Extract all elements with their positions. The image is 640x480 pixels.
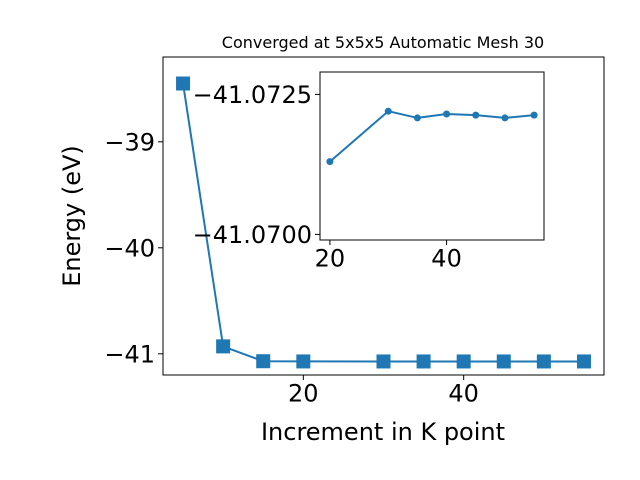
- series-line: [182, 83, 584, 363]
- data-point-marker: [536, 354, 551, 369]
- data-point-marker: [443, 110, 451, 118]
- inset-series: [326, 107, 538, 166]
- data-point-marker: [416, 354, 431, 369]
- x-tick-label: 40: [448, 380, 479, 408]
- data-point-marker: [216, 339, 231, 354]
- main-series: [176, 76, 591, 369]
- inset-plot-frame: [319, 71, 545, 241]
- inset-chart: 20 40 −41.0725 −41.0700: [193, 71, 545, 273]
- data-point-marker: [176, 76, 191, 91]
- y-tick-label: −40: [104, 234, 155, 262]
- x-axis-title: Increment in K point: [261, 418, 505, 446]
- data-point-marker: [501, 114, 509, 122]
- y-tick-label: −41: [104, 340, 155, 368]
- main-axis-ticks: 20 40 −41 −40 −39: [104, 128, 479, 407]
- data-point-marker: [576, 354, 591, 369]
- data-point-marker: [496, 354, 511, 369]
- chart-title: Converged at 5x5x5 Automatic Mesh 30: [222, 33, 544, 52]
- y-axis-title: Energy (eV): [58, 145, 86, 287]
- x-tick-label: 20: [288, 380, 319, 408]
- main-chart: Converged at 5x5x5 Automatic Mesh 30 20 4…: [58, 33, 605, 446]
- inset-background: [320, 72, 544, 240]
- data-point-marker: [384, 107, 392, 115]
- data-point-marker: [413, 114, 421, 122]
- main-plot-frame: [162, 56, 605, 376]
- data-point-marker: [472, 111, 480, 119]
- data-point-marker: [296, 354, 311, 369]
- data-point-marker: [376, 354, 391, 369]
- data-point-marker: [256, 354, 271, 369]
- y-tick-label: −41.0700: [193, 221, 312, 249]
- data-point-marker: [456, 354, 471, 369]
- data-point-marker: [326, 158, 334, 166]
- data-point-marker: [530, 111, 538, 119]
- inset-axis-ticks: 20 40 −41.0725 −41.0700: [193, 81, 462, 273]
- y-tick-label: −39: [104, 128, 155, 156]
- y-tick-label: −41.0725: [193, 81, 312, 109]
- x-tick-label: 20: [315, 245, 346, 273]
- x-tick-label: 40: [431, 245, 462, 273]
